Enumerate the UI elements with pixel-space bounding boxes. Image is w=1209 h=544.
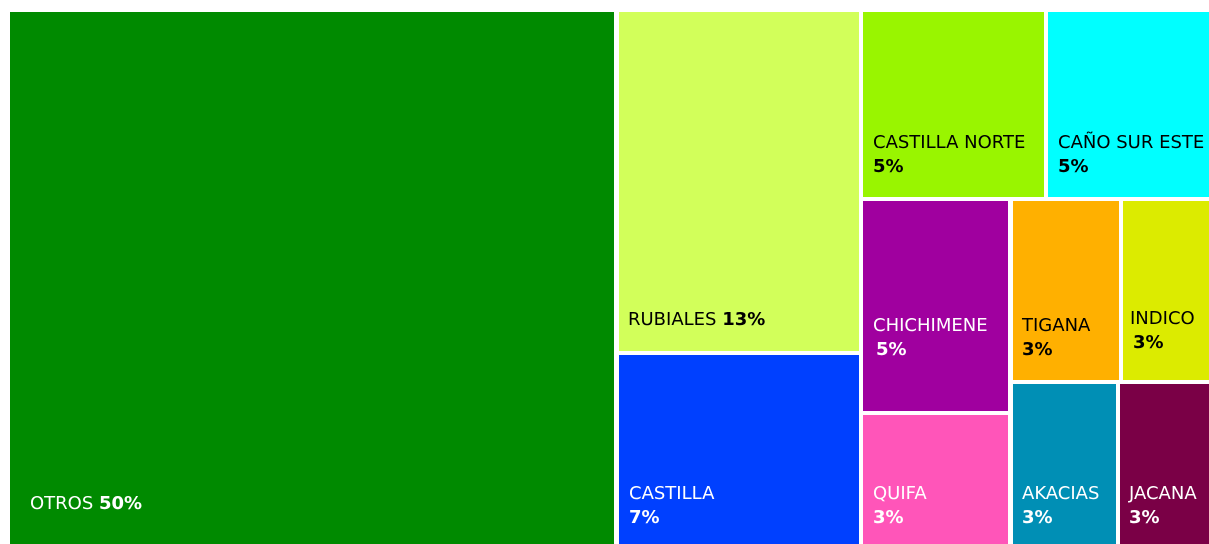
treemap-tile-indico: INDICO 3%: [1123, 201, 1209, 380]
treemap-tile-otros: OTROS 50%: [10, 12, 614, 544]
tile-name: OTROS: [30, 493, 94, 514]
treemap-tile-tigana: TIGANA 3%: [1013, 201, 1119, 380]
tile-label: CHICHIMENE 5%: [873, 314, 988, 362]
tile-label: AKACIAS 3%: [1022, 482, 1099, 530]
tile-name: JACANA: [1129, 483, 1197, 504]
treemap-tile-jacana: JACANA 3%: [1120, 384, 1209, 544]
tile-percent: 3%: [873, 507, 904, 528]
treemap-tile-castilla: CASTILLA 7%: [619, 355, 859, 544]
tile-name: INDICO: [1130, 308, 1195, 329]
tile-percent: 7%: [629, 507, 660, 528]
tile-label: OTROS 50%: [30, 492, 142, 516]
tile-name: TIGANA: [1022, 315, 1091, 336]
tile-percent: 5%: [873, 156, 904, 177]
tile-percent: 3%: [1022, 507, 1053, 528]
tile-percent: 3%: [1133, 332, 1164, 353]
tile-label: CAÑO SUR ESTE 5%: [1058, 131, 1204, 179]
tile-name: CASTILLA: [629, 483, 715, 504]
tile-label: RUBIALES 13%: [628, 308, 765, 332]
tile-label: QUIFA 3%: [873, 482, 927, 530]
treemap-tile-rubiales: RUBIALES 13%: [619, 12, 859, 351]
treemap-tile-cano-sur-este: CAÑO SUR ESTE 5%: [1048, 12, 1209, 197]
tile-name: CAÑO SUR ESTE: [1058, 132, 1205, 153]
tile-percent: 5%: [1058, 156, 1089, 177]
tile-percent: 3%: [1129, 507, 1160, 528]
treemap-tile-castilla-norte: CASTILLA NORTE 5%: [863, 12, 1044, 197]
treemap-tile-akacias: AKACIAS 3%: [1013, 384, 1116, 544]
treemap-tile-chichimene: CHICHIMENE 5%: [863, 201, 1008, 411]
tile-label: JACANA 3%: [1129, 482, 1197, 530]
tile-percent: 5%: [876, 339, 907, 360]
tile-label: INDICO 3%: [1130, 307, 1195, 355]
tile-name: QUIFA: [873, 483, 927, 504]
treemap-tile-quifa: QUIFA 3%: [863, 415, 1008, 544]
tile-name: RUBIALES: [628, 309, 717, 330]
tile-percent: 50%: [99, 493, 143, 514]
tile-name: AKACIAS: [1022, 483, 1100, 504]
tile-label: CASTILLA NORTE 5%: [873, 131, 1025, 179]
tile-percent: 13%: [722, 309, 766, 330]
tile-percent: 3%: [1022, 339, 1053, 360]
tile-name: CHICHIMENE: [873, 315, 988, 336]
tile-label: TIGANA 3%: [1022, 314, 1090, 362]
tile-label: CASTILLA 7%: [629, 482, 714, 530]
tile-name: CASTILLA NORTE: [873, 132, 1026, 153]
